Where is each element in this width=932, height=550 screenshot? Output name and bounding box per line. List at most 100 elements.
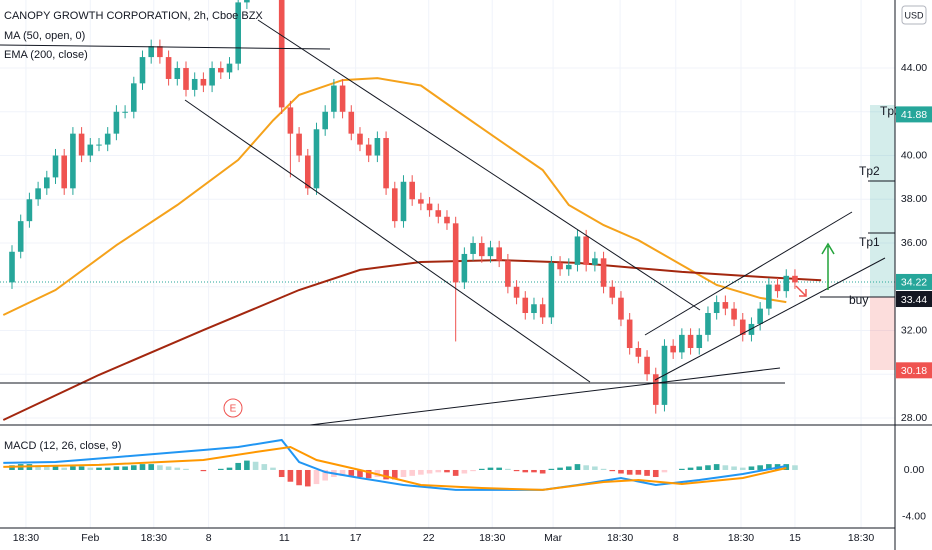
histogram-bar [174,467,181,470]
x-tick-label: 18:30 [479,532,505,544]
candle-body [426,203,433,211]
candle-body [731,308,737,320]
legend-entry: MA (50, open, 0) [4,30,85,42]
histogram-bar [452,469,459,476]
axes: 18:30 Feb 18:30 8 11 17 22 18:30 Mar 18:30 8 18:30 1… [13,62,932,544]
histogram-bar [278,469,285,478]
currency-box[interactable] [901,5,927,25]
histogram-bar [226,467,233,470]
histogram-bar [652,469,659,478]
candle-body [470,243,476,254]
candle-body [191,78,198,90]
y-tick-label: 40.00 [901,149,927,161]
histogram-bar [435,469,442,473]
candle-body [739,319,746,335]
histogram-bar [487,467,494,470]
candle-body [574,236,581,265]
candle-body [44,177,50,189]
x-tick-label: 18:30 [848,532,874,544]
x-tick-label: 17 [350,532,362,544]
histogram-bar [600,468,607,470]
candle-body [435,210,442,217]
price-label-bg [896,362,932,379]
candle-body [113,111,120,134]
histogram-bar [270,467,276,470]
histogram-bar [130,465,137,470]
histogram-bar [304,469,311,487]
histogram-bar [722,465,729,470]
candle-body [583,236,589,265]
candle-body [487,247,494,257]
histogram-bar [122,466,128,470]
candle-body [322,111,328,130]
candle-body [209,68,215,86]
candle-body [304,155,311,189]
candle-body [409,181,415,200]
histogram-bar [183,468,189,470]
x-tick-label: 22 [423,532,435,544]
histogram-bar [87,467,94,470]
profit-zone [870,105,895,297]
histogram-bar [565,466,572,470]
event-marker[interactable] [223,398,243,418]
histogram-bar [713,464,720,470]
candle-body [296,133,302,156]
indicator-line [3,445,787,491]
x-tick-label: 18:30 [607,532,633,544]
price-label: 33.44 [901,294,927,306]
x-tick-label: 8 [673,532,679,544]
up-arrow [821,242,835,290]
y-tick-label: -4.00 [902,511,926,523]
candle-body [548,262,555,318]
histogram-bar [626,469,633,475]
histogram-bar [104,467,111,470]
trend-line [184,99,591,383]
x-tick-label: 11 [279,532,290,544]
candle-body [400,181,407,222]
candle-body [713,302,720,314]
candle-body [635,348,642,357]
candle-body [35,188,41,200]
histogram-bar [705,465,711,470]
y-tick-label: 44.00 [901,62,927,74]
histogram-bar [522,469,529,473]
histogram-bar [687,467,694,470]
candle-body [670,345,676,353]
candle-body [557,262,563,270]
candle-body [592,258,598,265]
candle-body [61,155,68,189]
histogram-bar [348,469,355,476]
candle-body [226,63,233,73]
x-tick-label: Mar [544,532,563,544]
candle-body [496,247,502,261]
y-tick-label: 28.00 [901,412,927,424]
y-tick-label: 36.00 [901,237,927,249]
candle-body [565,264,572,270]
indicator-line [2,259,822,421]
candle-body [26,199,33,222]
histogram-bar [609,469,616,472]
histogram-bar [470,469,476,472]
drawings [0,19,895,425]
histogram-bar [731,466,737,470]
candle-body [444,216,450,224]
indicator-line [3,438,787,491]
candle-body [505,260,511,287]
histogram-bar [409,469,415,476]
candle-body [792,275,798,283]
histogram-bar [157,465,163,470]
histogram-bar [748,466,755,470]
candle-body [157,46,163,58]
x-tick-label: 18:30 [728,532,754,544]
chart-title: CANOPY GROWTH CORPORATION, 2h, Cboe BZX [4,10,263,22]
histogram-bar [574,464,581,470]
candle-body [96,144,102,146]
histogram-bar [44,466,50,470]
candle-body [78,133,85,156]
histogram-bar [592,466,598,470]
histogram-bar [235,462,241,470]
histogram-bar [61,467,68,470]
candle-body [183,68,189,90]
candle-body [17,221,24,252]
